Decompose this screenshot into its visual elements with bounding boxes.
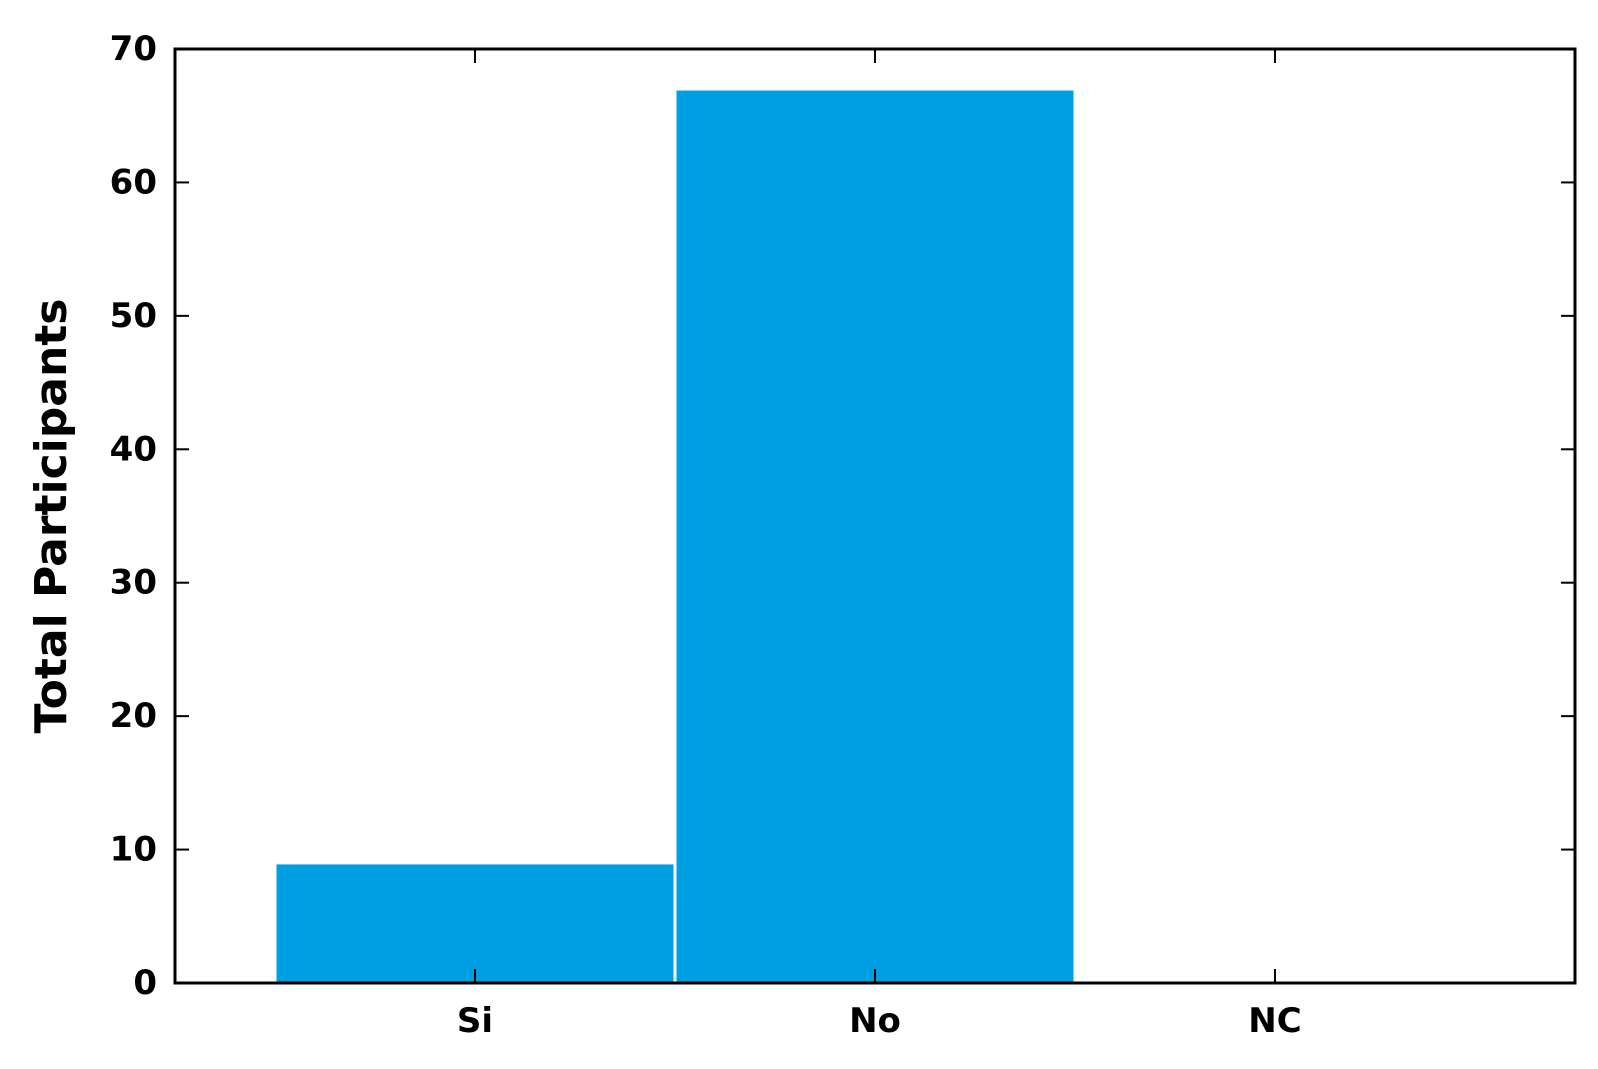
y-tick-label: 60 (110, 162, 157, 202)
bar-no (673, 87, 1077, 985)
bars-layer (273, 87, 1077, 985)
y-tick-label: 30 (110, 563, 157, 603)
y-tick-label: 10 (110, 830, 157, 870)
y-axis-title: Total Participants (26, 299, 77, 734)
y-tick-label: 20 (110, 696, 157, 736)
y-tick-label: 50 (110, 296, 157, 336)
bar-si (273, 861, 677, 985)
x-tick-label-no: No (849, 1001, 901, 1041)
labels-layer: 0 10 20 30 40 50 60 70 Si No NC (110, 29, 1302, 1041)
y-tick-label: 40 (110, 429, 157, 469)
y-tick-label: 70 (110, 29, 157, 69)
y-tick-label: 0 (133, 963, 157, 1003)
x-tick-label-si: Si (457, 1001, 493, 1041)
x-tick-label-nc: NC (1248, 1001, 1301, 1041)
plot-frame (173, 47, 1577, 985)
